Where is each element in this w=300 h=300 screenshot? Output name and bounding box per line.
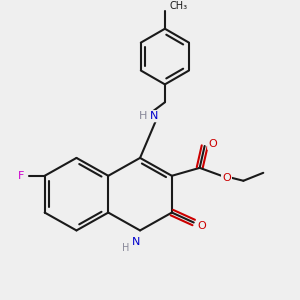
Text: N: N: [132, 237, 140, 248]
Text: O: O: [197, 221, 206, 232]
Text: O: O: [222, 173, 231, 183]
Text: CH₃: CH₃: [170, 1, 188, 11]
Text: H: H: [139, 111, 147, 121]
Text: H: H: [122, 243, 130, 253]
Text: N: N: [150, 111, 158, 121]
Text: O: O: [208, 139, 217, 149]
Text: F: F: [18, 171, 24, 181]
